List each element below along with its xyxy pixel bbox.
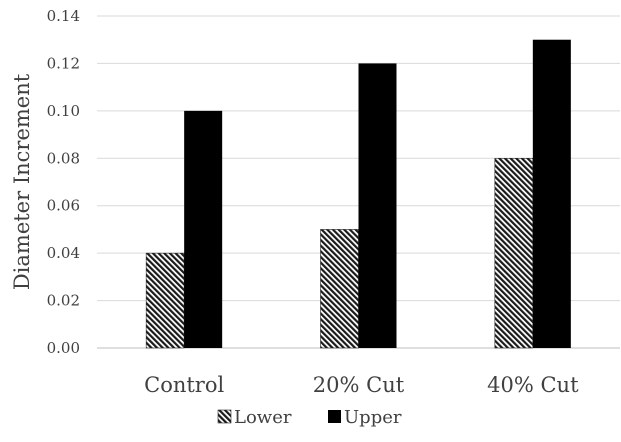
legend-label-lower: Lower (234, 407, 292, 428)
y-tick-label: 0.02 (47, 292, 80, 310)
y-tick-label: 0.08 (47, 149, 80, 167)
category-labels: Control 20% Cut 40% Cut (144, 373, 579, 397)
category-label: 20% Cut (313, 373, 405, 397)
category-label: 40% Cut (487, 373, 579, 397)
legend-label-upper: Upper (344, 407, 402, 428)
bar-upper-2 (532, 39, 571, 348)
bar-upper-0 (184, 110, 223, 348)
bar-lower-1 (320, 229, 359, 349)
y-tick-label: 0.04 (47, 244, 80, 262)
y-axis-title: Diameter Increment (10, 73, 34, 290)
category-label: Control (144, 373, 224, 397)
y-tick-labels: 0.00 0.02 0.04 0.06 0.08 0.10 0.12 0.14 (47, 7, 80, 357)
bar-upper-1 (358, 63, 397, 349)
y-tick-label: 0.00 (47, 339, 80, 357)
y-tick-label: 0.14 (47, 7, 80, 25)
legend: Lower Upper (217, 407, 402, 428)
legend-swatch-lower (217, 409, 232, 424)
y-tick-label: 0.06 (47, 197, 80, 215)
bar-lower-2 (494, 157, 534, 349)
y-tick-label: 0.12 (47, 54, 80, 72)
y-tick-label: 0.10 (47, 102, 80, 120)
legend-swatch-upper (328, 410, 341, 423)
bar-lower-0 (145, 252, 185, 349)
bars (145, 39, 571, 349)
